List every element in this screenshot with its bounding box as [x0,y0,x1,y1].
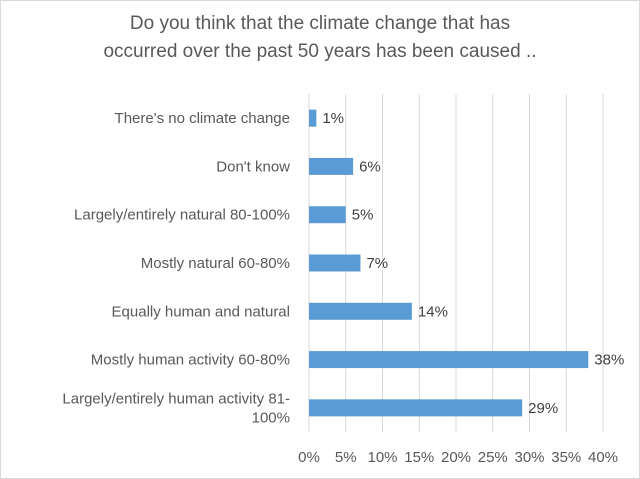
x-tick-label: 35% [551,449,581,466]
data-label: 38% [594,352,624,369]
category-label: Don't know [216,158,290,175]
x-tick-label: 40% [588,449,618,466]
x-tick-label: 20% [441,449,471,466]
data-label: 29% [528,400,558,417]
data-label: 7% [366,255,388,272]
category-label: Largely/entirely human activity 81- [62,390,290,407]
bar [309,351,589,369]
x-tick-label: 0% [298,449,320,466]
bar [309,206,346,224]
x-tick-label: 25% [478,449,508,466]
chart-title-line-1: Do you think that the climate change tha… [129,13,511,34]
category-label: 100% [252,409,290,426]
x-tick-label: 15% [404,449,434,466]
x-tick-label: 30% [514,449,544,466]
category-label: Mostly natural 60-80% [141,255,290,272]
category-label: Equally human and natural [112,303,290,320]
bar [309,157,354,175]
chart-title-line-2: occurred over the past 50 years has been… [103,41,537,62]
data-label: 5% [352,207,374,224]
category-label: There's no climate change [115,110,290,127]
bar [309,399,523,417]
bar [309,109,317,127]
data-label: 14% [418,303,448,320]
chart-title: Do you think that the climate change tha… [0,10,640,66]
data-label: 6% [359,158,381,175]
x-tick-label: 5% [335,449,357,466]
data-label: 1% [322,110,344,127]
bar [309,302,412,320]
bar [309,254,361,272]
x-tick-label: 10% [367,449,397,466]
category-label: Largely/entirely natural 80-100% [74,207,290,224]
category-label: Mostly human activity 60-80% [91,352,290,369]
